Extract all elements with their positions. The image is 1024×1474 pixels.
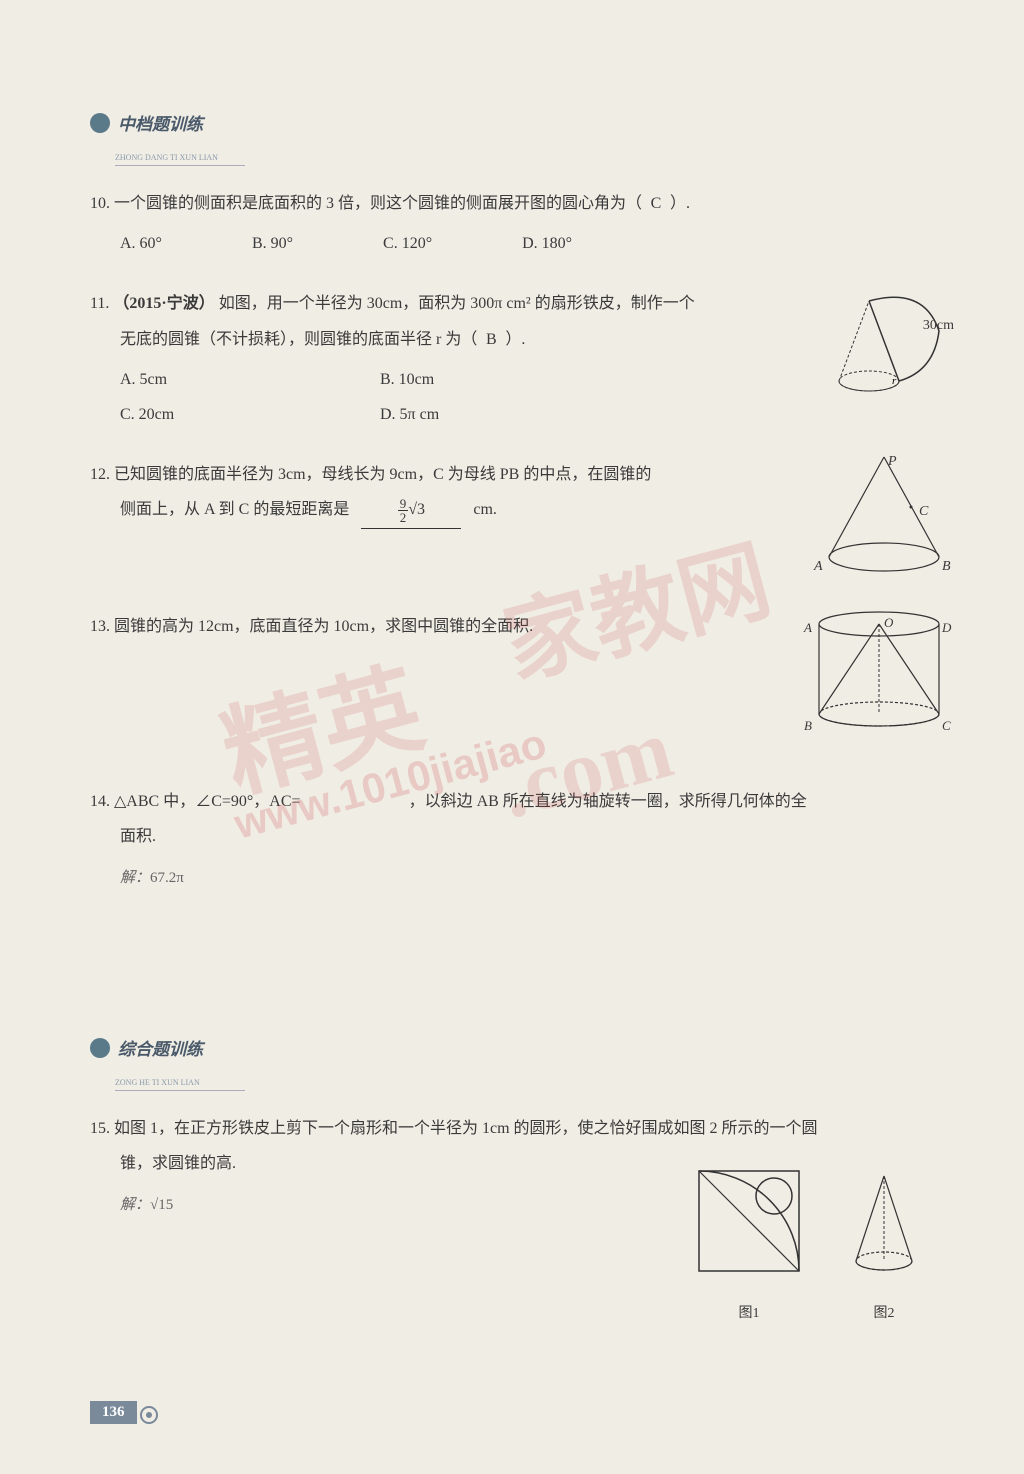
q10-options: A. 60° B. 90° C. 120° D. 180° bbox=[120, 226, 944, 261]
q11-source: （2015·宁波） bbox=[113, 295, 214, 312]
q10-answer: C bbox=[646, 186, 666, 221]
q10-optD: D. 180° bbox=[522, 226, 572, 261]
svg-text:r: r bbox=[892, 375, 897, 387]
q13-figure: A D B C O bbox=[804, 604, 954, 747]
page-number: 136 bbox=[90, 1401, 137, 1424]
cone-pab-svg bbox=[814, 447, 954, 577]
q15-fig1: 图1 bbox=[689, 1161, 809, 1330]
q15-sol-label: 解： bbox=[120, 1197, 150, 1213]
q15-sol: √15 bbox=[150, 1197, 173, 1213]
section-header-comp: 综合题训练 bbox=[90, 1035, 944, 1060]
q14-sol: 67.2π bbox=[150, 870, 184, 886]
q13-labelD: D bbox=[942, 614, 951, 643]
q13-labelC: C bbox=[942, 712, 951, 741]
q14-sol-label: 解： bbox=[120, 870, 150, 886]
question-10: 10. 一个圆锥的侧面积是底面积的 3 倍，则这个圆锥的侧面展开图的圆心角为（ … bbox=[90, 186, 944, 261]
q13-labelB: B bbox=[804, 712, 812, 741]
q15-fig2: 图2 bbox=[839, 1161, 929, 1330]
q14-text2: 面积. bbox=[120, 828, 156, 845]
cylinder-cone-svg bbox=[804, 604, 954, 734]
question-13: 13. 圆锥的高为 12cm，底面直径为 10cm，求图中圆锥的全面积. A D… bbox=[90, 609, 944, 644]
q12-figure: P A B C bbox=[814, 447, 954, 590]
q11-optA: A. 5cm bbox=[120, 362, 380, 397]
q12-num: 12. bbox=[90, 466, 110, 483]
q11-fig-label: 30cm bbox=[923, 311, 954, 342]
question-14: 14. △ABC 中，∠C=90°，AC= ，以斜边 AB 所在直线为轴旋转一圈… bbox=[90, 784, 944, 895]
q12-labelA: A bbox=[814, 552, 823, 583]
q15-num: 15. bbox=[90, 1120, 110, 1137]
q11-answer: B bbox=[481, 322, 501, 357]
q15-fig1-label: 图1 bbox=[689, 1299, 809, 1330]
section-underline-comp: ZONG HE TI XUN LIAN bbox=[115, 1072, 245, 1091]
q13-text: 圆锥的高为 12cm，底面直径为 10cm，求图中圆锥的全面积. bbox=[114, 618, 533, 635]
page-number-icon bbox=[140, 1406, 158, 1424]
q15-text2: 锥，求圆锥的高. bbox=[120, 1155, 236, 1172]
q12-labelC: C bbox=[919, 497, 928, 528]
q10-end: ）. bbox=[670, 195, 690, 212]
section-sub-comp: ZONG HE TI XUN LIAN bbox=[115, 1078, 200, 1087]
q11-text1: 如图，用一个半径为 30cm，面积为 300π cm² 的扇形铁皮，制作一个 bbox=[219, 295, 695, 312]
watermark-text-1: 家教网 bbox=[488, 507, 782, 702]
q11-optC: C. 20cm bbox=[120, 397, 380, 432]
square-sector-svg bbox=[689, 1161, 809, 1281]
section-icon-comp bbox=[90, 1038, 110, 1058]
q11-optD: D. 5π cm bbox=[380, 397, 640, 432]
q11-figure: r 30cm bbox=[824, 276, 954, 419]
q11-optB: B. 10cm bbox=[380, 362, 640, 397]
section-icon bbox=[90, 113, 110, 133]
question-15: 15. 如图 1，在正方形铁皮上剪下一个扇形和一个半径为 1cm 的圆形，使之恰… bbox=[90, 1111, 944, 1222]
q12-labelB: B bbox=[942, 552, 951, 583]
cone-fig2-svg bbox=[839, 1161, 929, 1281]
q15-figures: 图1 图2 bbox=[674, 1161, 944, 1330]
q14-textmid: ，以斜边 AB 所在直线为轴旋转一圈，求所得几何体的全 bbox=[409, 793, 807, 810]
q12-unit: cm. bbox=[473, 501, 497, 518]
q12-answer: 92√3 bbox=[361, 492, 461, 528]
q10-num: 10. bbox=[90, 195, 110, 212]
section-title-mid: 中档题训练 bbox=[118, 110, 203, 135]
section-header-mid: 中档题训练 bbox=[90, 110, 944, 135]
q12-labelP: P bbox=[888, 447, 897, 478]
q12-text1: 已知圆锥的底面半径为 3cm，母线长为 9cm，C 为母线 PB 的中点，在圆锥… bbox=[114, 466, 651, 483]
q15-text1: 如图 1，在正方形铁皮上剪下一个扇形和一个半径为 1cm 的圆形，使之恰好围成如… bbox=[114, 1120, 818, 1137]
q12-text2: 侧面上，从 A 到 C 的最短距离是 bbox=[120, 501, 349, 518]
q14-solution: 解：67.2π bbox=[120, 862, 944, 895]
q14-num: 14. bbox=[90, 793, 110, 810]
section-sub-mid: ZHONG DANG TI XUN LIAN bbox=[115, 153, 218, 162]
question-11: 11. （2015·宁波） 如图，用一个半径为 30cm，面积为 300π cm… bbox=[90, 286, 944, 432]
section-underline: ZHONG DANG TI XUN LIAN bbox=[115, 147, 245, 166]
q15-fig2-label: 图2 bbox=[839, 1299, 929, 1330]
q10-optB: B. 90° bbox=[252, 226, 293, 261]
q11-end: ）. bbox=[505, 331, 525, 348]
q13-labelO: O bbox=[884, 609, 893, 638]
q11-text2: 无底的圆锥（不计损耗），则圆锥的底面半径 r 为（ bbox=[120, 331, 477, 348]
q10-optC: C. 120° bbox=[383, 226, 432, 261]
q10-optA: A. 60° bbox=[120, 226, 162, 261]
q13-labelA: A bbox=[804, 614, 812, 643]
q11-options: A. 5cm B. 10cm C. 20cm D. 5π cm bbox=[120, 362, 804, 432]
q10-text: 一个圆锥的侧面积是底面积的 3 倍，则这个圆锥的侧面展开图的圆心角为（ bbox=[114, 195, 642, 212]
question-12: 12. 已知圆锥的底面半径为 3cm，母线长为 9cm，C 为母线 PB 的中点… bbox=[90, 457, 944, 528]
q13-num: 13. bbox=[90, 618, 110, 635]
q11-num: 11. bbox=[90, 295, 109, 312]
section-title-comp: 综合题训练 bbox=[118, 1035, 203, 1060]
